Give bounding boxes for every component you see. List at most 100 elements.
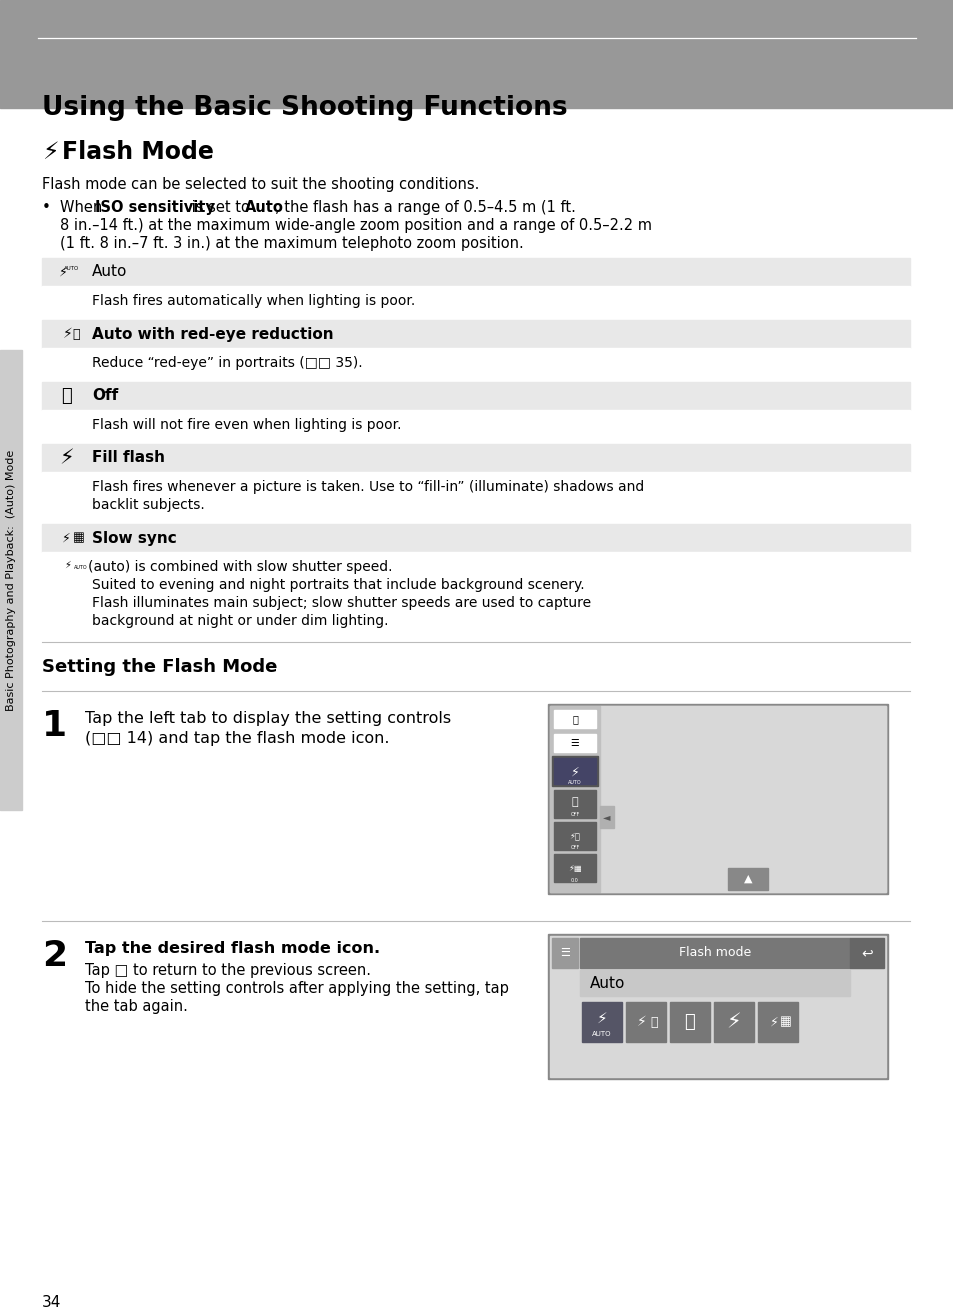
Bar (758, 1003, 797, 1042)
Text: the tab again.: the tab again. (85, 999, 188, 1014)
Text: ▲: ▲ (743, 874, 752, 884)
Bar (547, 934, 887, 1079)
Bar (554, 823, 596, 850)
Text: (1 ft. 8 in.–7 ft. 3 in.) at the maximum telephoto zoom position.: (1 ft. 8 in.–7 ft. 3 in.) at the maximum… (60, 237, 523, 251)
Text: Off: Off (91, 389, 118, 403)
Bar (42, 286, 909, 321)
Bar (713, 1003, 753, 1042)
Text: ⓨ: ⓨ (650, 1016, 657, 1029)
Bar (579, 938, 849, 968)
Text: (auto) is combined with slow shutter speed.: (auto) is combined with slow shutter spe… (88, 560, 392, 574)
Text: 1: 1 (42, 710, 67, 742)
Text: ⚡: ⚡ (64, 560, 71, 570)
Bar (42, 444, 909, 472)
Bar (599, 706, 885, 892)
Bar (42, 258, 909, 286)
Bar (0, 0, 953, 108)
Text: Auto: Auto (245, 200, 284, 215)
Text: Tap □ to return to the previous screen.: Tap □ to return to the previous screen. (85, 963, 371, 978)
Text: ▦: ▦ (73, 531, 85, 544)
Text: Flash mode: Flash mode (679, 946, 750, 959)
Bar (552, 756, 598, 786)
Text: 2: 2 (42, 940, 67, 972)
Text: 📷: 📷 (572, 714, 578, 724)
Text: backlit subjects.: backlit subjects. (91, 498, 205, 512)
Bar (669, 1003, 709, 1042)
Bar (42, 552, 909, 640)
Text: ⓨ: ⓨ (684, 1013, 695, 1031)
Bar (42, 321, 909, 348)
Text: When: When (60, 200, 107, 215)
Text: ⚡: ⚡ (58, 265, 68, 279)
Text: ⚡: ⚡ (42, 141, 58, 164)
Bar (625, 1003, 665, 1042)
Text: ISO sensitivity: ISO sensitivity (95, 200, 214, 215)
Bar (554, 758, 596, 784)
Text: AUTO: AUTO (74, 565, 88, 570)
Bar (42, 382, 909, 410)
Text: ⚡▦: ⚡▦ (568, 863, 581, 872)
Text: AUTO: AUTO (64, 267, 79, 272)
Text: ↩: ↩ (861, 946, 872, 961)
Text: ⚡: ⚡ (63, 327, 72, 342)
Text: (□□ 14) and tap the flash mode icon.: (□□ 14) and tap the flash mode icon. (85, 731, 389, 746)
Bar (554, 710, 596, 728)
Text: Slow sync: Slow sync (91, 531, 176, 545)
Text: Auto: Auto (589, 975, 625, 991)
Text: Flash will not fire even when lighting is poor.: Flash will not fire even when lighting i… (91, 418, 401, 432)
Text: Suited to evening and night portraits that include background scenery.: Suited to evening and night portraits th… (91, 578, 584, 593)
Text: Using the Basic Shooting Functions: Using the Basic Shooting Functions (42, 95, 567, 121)
Text: Auto with red-eye reduction: Auto with red-eye reduction (91, 326, 334, 342)
Text: Setting the Flash Mode: Setting the Flash Mode (42, 658, 277, 675)
Bar (554, 735, 596, 752)
Bar (599, 805, 614, 828)
Text: AUTO: AUTO (592, 1031, 611, 1037)
Bar (547, 704, 887, 894)
Bar (727, 869, 767, 890)
Text: ⓨ: ⓨ (571, 798, 578, 807)
Text: ⚡: ⚡ (62, 531, 71, 544)
Bar (0, 350, 22, 809)
Text: ⚡: ⚡ (637, 1014, 646, 1029)
Text: To hide the setting controls after applying the setting, tap: To hide the setting controls after apply… (85, 982, 508, 996)
Bar (579, 970, 849, 996)
Text: Auto: Auto (91, 264, 128, 280)
Text: 8 in.–14 ft.) at the maximum wide-angle zoom position and a range of 0.5–2.2 m: 8 in.–14 ft.) at the maximum wide-angle … (60, 218, 651, 233)
Text: Tap the desired flash mode icon.: Tap the desired flash mode icon. (85, 941, 379, 957)
Text: ☰: ☰ (559, 947, 569, 958)
Bar (42, 524, 909, 552)
Text: background at night or under dim lighting.: background at night or under dim lightin… (91, 614, 388, 628)
Bar (550, 706, 599, 892)
Text: 0.0: 0.0 (571, 878, 578, 883)
Text: ☰: ☰ (570, 738, 578, 748)
Text: Flash Mode: Flash Mode (62, 141, 213, 164)
Text: OFF: OFF (570, 812, 579, 817)
Bar (42, 410, 909, 444)
Bar (550, 936, 885, 1077)
Text: AUTO: AUTO (568, 781, 581, 784)
Bar (550, 706, 885, 892)
Text: OFF: OFF (570, 845, 579, 850)
Text: ⚡: ⚡ (769, 1016, 778, 1029)
Bar (554, 854, 596, 882)
Text: ⚡: ⚡ (570, 766, 578, 778)
Bar (554, 790, 596, 819)
Text: ⚡: ⚡ (726, 1012, 740, 1031)
Text: ⚡: ⚡ (596, 1010, 607, 1025)
Bar (552, 938, 578, 968)
Text: , the flash has a range of 0.5–4.5 m (1 ft.: , the flash has a range of 0.5–4.5 m (1 … (274, 200, 576, 215)
Text: Flash mode can be selected to suit the shooting conditions.: Flash mode can be selected to suit the s… (42, 177, 478, 192)
Bar (42, 472, 909, 524)
Bar (42, 348, 909, 382)
Text: ◄: ◄ (602, 812, 610, 823)
Bar (581, 1003, 621, 1042)
Bar (849, 938, 883, 968)
Text: is set to: is set to (187, 200, 254, 215)
Text: Flash fires automatically when lighting is poor.: Flash fires automatically when lighting … (91, 294, 415, 307)
Text: ⓨ: ⓨ (62, 388, 72, 405)
Text: Reduce “red-eye” in portraits (□□ 35).: Reduce “red-eye” in portraits (□□ 35). (91, 356, 362, 371)
Text: ⓨ: ⓨ (71, 327, 79, 340)
Text: Flash illuminates main subject; slow shutter speeds are used to capture: Flash illuminates main subject; slow shu… (91, 597, 591, 610)
Text: Fill flash: Fill flash (91, 451, 165, 465)
Text: ⚡: ⚡ (60, 448, 74, 468)
